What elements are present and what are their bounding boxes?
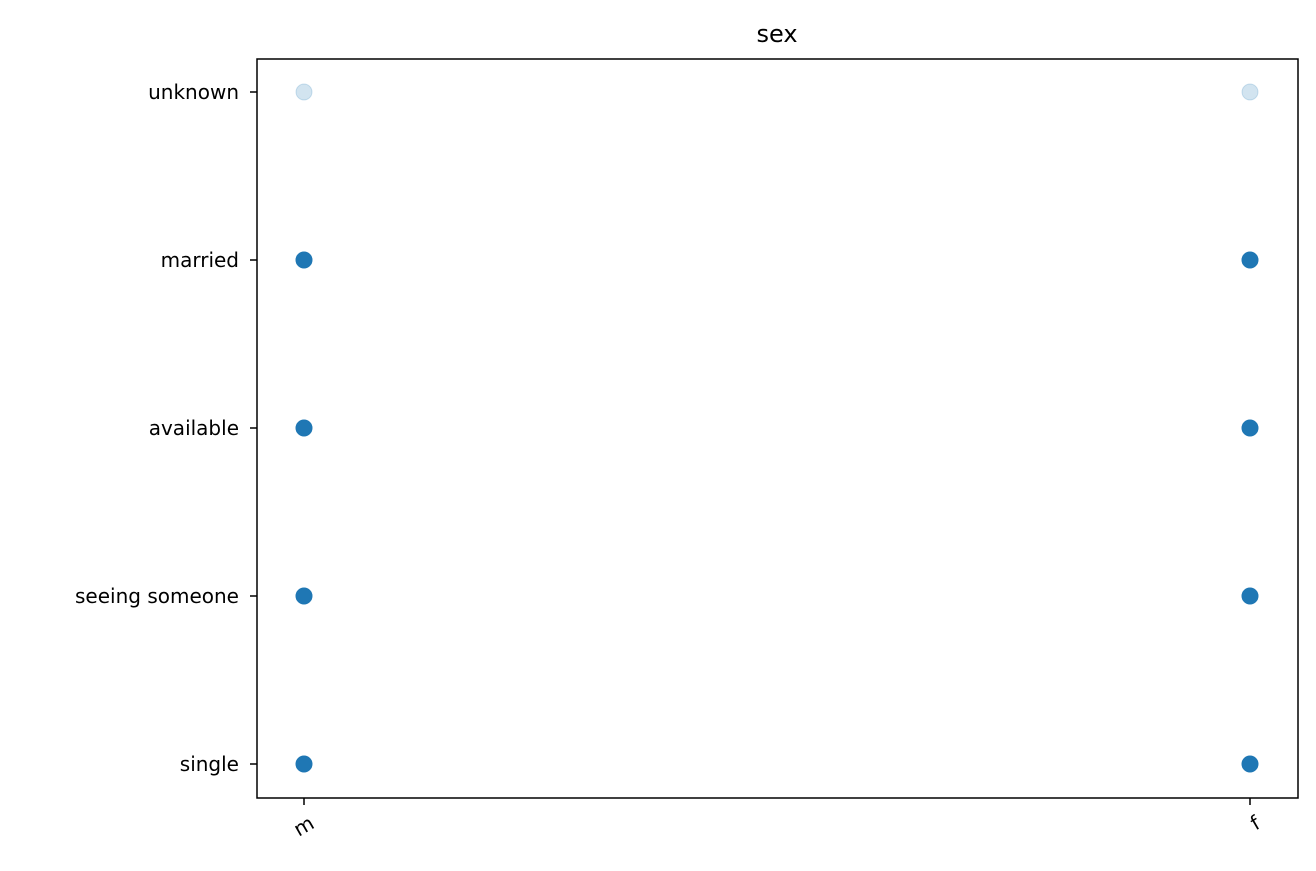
data-point-f-single bbox=[1241, 755, 1259, 773]
data-point-m-married bbox=[295, 251, 313, 269]
data-point-f-seeing-someone bbox=[1241, 587, 1259, 605]
y-tick-label-seeing-someone: seeing someone bbox=[75, 584, 239, 608]
points-layer bbox=[295, 83, 1259, 773]
y-tick-label-married: married bbox=[161, 248, 239, 272]
y-axis: single seeing someone available married unkn… bbox=[75, 80, 257, 776]
y-tick-label-single: single bbox=[180, 752, 239, 776]
data-point-f-married bbox=[1241, 251, 1259, 269]
y-tick-label-unknown: unknown bbox=[148, 80, 239, 104]
chart-title: sex bbox=[756, 20, 797, 48]
data-point-m-available bbox=[295, 419, 313, 437]
data-point-m-single bbox=[295, 755, 313, 773]
data-point-f-unknown bbox=[1241, 83, 1259, 101]
data-point-m-seeing-someone bbox=[295, 587, 313, 605]
data-point-m-unknown bbox=[295, 83, 313, 101]
data-point-f-available bbox=[1241, 419, 1259, 437]
y-tick-label-available: available bbox=[149, 416, 239, 440]
